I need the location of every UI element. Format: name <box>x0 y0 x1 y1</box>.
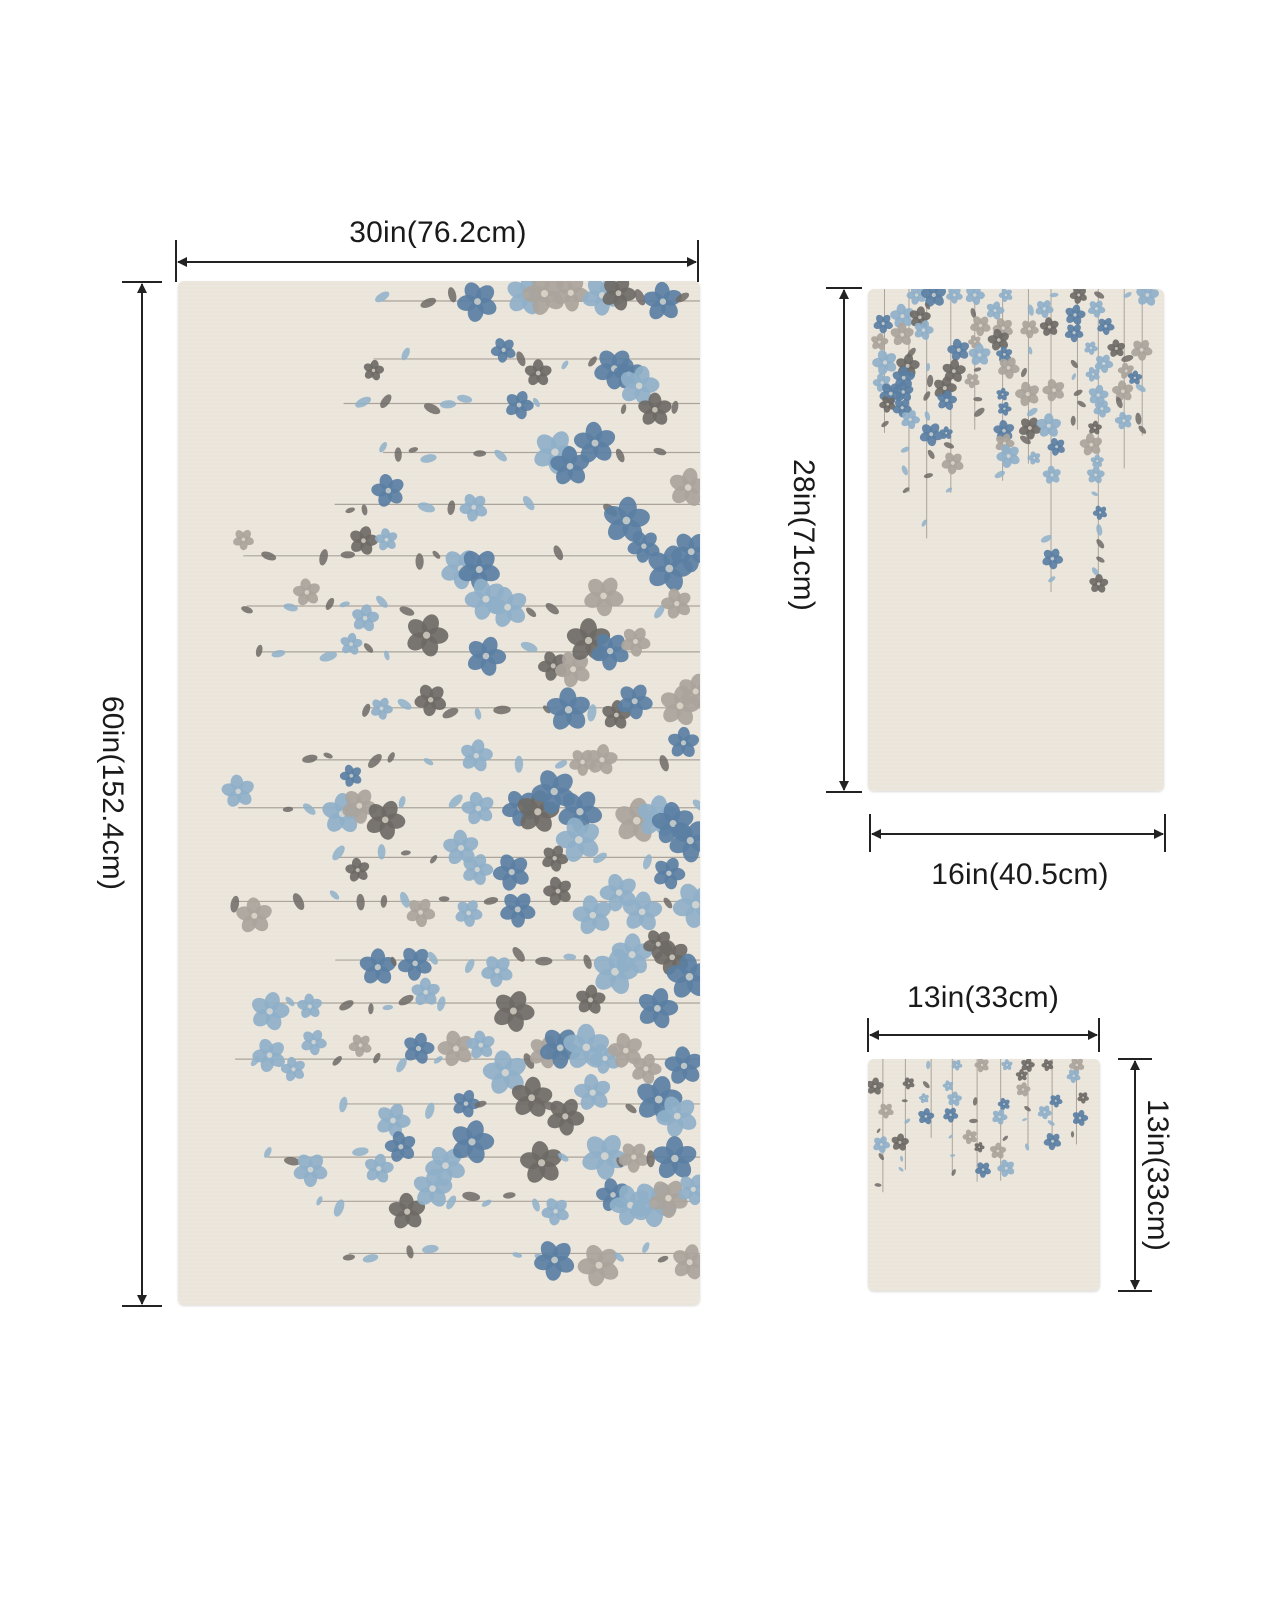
washcloth-floral-pattern <box>868 1059 1100 1291</box>
hand-towel-width-dimension-line <box>869 814 1166 852</box>
washcloth <box>868 1059 1100 1291</box>
washcloth-width-dimension-line <box>867 1018 1100 1052</box>
bath-width-label: 30in(76.2cm) <box>349 216 527 249</box>
hand-towel-height-label: 28in(71cm) <box>787 458 820 612</box>
washcloth-height-label: 13in(33cm) <box>1141 1098 1174 1252</box>
hand-towel-width-label: 16in(40.5cm) <box>931 858 1109 891</box>
bath-towel-floral-pattern <box>178 281 700 1305</box>
hand-towel-height-dimension-line <box>826 287 862 793</box>
bath-towel <box>178 281 700 1305</box>
washcloth-width-label: 13in(33cm) <box>906 981 1060 1014</box>
hand-towel-floral-pattern <box>868 289 1164 791</box>
bath-height-label: 60in(152.4cm) <box>96 695 129 891</box>
hand-towel <box>868 289 1164 791</box>
